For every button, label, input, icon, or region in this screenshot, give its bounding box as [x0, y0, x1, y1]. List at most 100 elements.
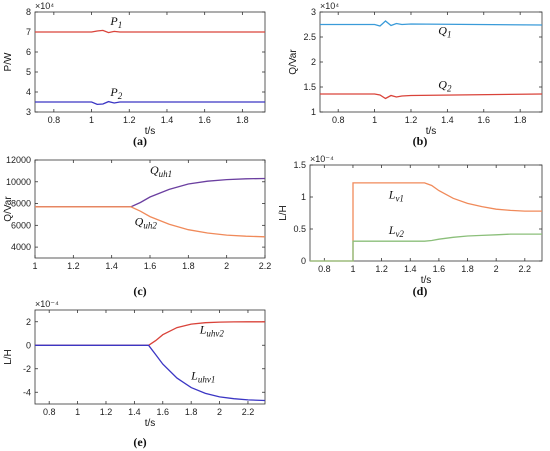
x-tick-label: 1.8 [461, 264, 474, 274]
x-tick-label: 1.2 [123, 115, 136, 125]
series-line-quh1 [35, 177, 266, 208]
series-annotation: Luhv2 [199, 323, 225, 339]
y-axis-label: L/H [278, 205, 289, 221]
y-axis-label: L/H [3, 349, 14, 365]
y-tick-label: 0.5 [293, 224, 306, 234]
series-line-q2 [320, 93, 543, 100]
x-tick-label: 1.8 [514, 115, 527, 125]
y-tick-label: 12000 [6, 155, 31, 165]
axis-multiplier: ×10⁴ [35, 1, 54, 11]
series-annotation: Lv1 [388, 187, 404, 203]
plot-frame [319, 11, 543, 113]
panel-caption: (c) [133, 284, 146, 298]
series-line-quh2 [35, 206, 266, 238]
x-tick-label: 1.6 [433, 264, 446, 274]
panel-caption: (d) [413, 284, 428, 298]
y-tick-label: 4 [26, 87, 31, 97]
panel-caption: (e) [133, 435, 146, 449]
series-annotation: Quh2 [135, 214, 158, 230]
x-tick-label: 0.8 [48, 115, 61, 125]
series-annotation: P2 [109, 85, 122, 101]
x-tick-label: 1.6 [157, 407, 170, 417]
y-tick-label: 6 [26, 47, 31, 57]
x-tick-label: 1.8 [182, 261, 195, 271]
y-axis-label: P/W [3, 52, 14, 71]
y-axis-label: Q/Var [288, 49, 299, 75]
y-tick-label: 4000 [11, 242, 31, 252]
series-annotation: Q1 [438, 24, 451, 40]
series-line-p2 [35, 100, 265, 106]
x-tick-label: 1.4 [128, 407, 141, 417]
x-axis-label: t/s [145, 418, 156, 429]
series-annotation: Lv2 [388, 223, 405, 239]
x-tick-label: 2 [224, 261, 229, 271]
series-annotation: Luhv1 [190, 368, 215, 384]
y-tick-label: 8 [26, 7, 31, 17]
x-tick-label: 1.6 [198, 115, 211, 125]
axis-multiplier: ×10⁻⁴ [35, 299, 59, 309]
chart-e: 0.8 1 1.2 1.4 1.6 1.8 2 2.2 -4 -2 0 2 ×10⁻⁴ t/s L/H (e)… [3, 299, 266, 449]
x-axis-label: t/s [426, 126, 437, 137]
x-axis-label: t/s [145, 126, 156, 137]
x-tick-label: 0.8 [318, 264, 331, 274]
series-line-lv1 [310, 182, 542, 262]
axis-multiplier: ×10⁻⁴ [310, 154, 334, 164]
axis-multiplier: ×10⁴ [320, 1, 339, 11]
chart-c: 1 1.2 1.4 1.6 1.8 2 2.2 4000 6000 8000 10000 12000 Q… [3, 155, 271, 298]
y-tick-label: 3 [26, 107, 31, 117]
chart-b: 0.8 1 1.2 1.4 1.6 1.8 1 1.5 2 2.5 3 ×10⁴ t/s Q/Var (b)… [288, 1, 543, 148]
series-line-q1 [320, 20, 543, 27]
y-tick-label: 6000 [11, 220, 31, 230]
y-tick-label: 1 [311, 107, 316, 117]
x-tick-label: 1.6 [144, 261, 157, 271]
x-tick-label: 1.8 [185, 407, 198, 417]
x-tick-label: 1 [350, 264, 355, 274]
x-tick-label: 1.2 [100, 407, 113, 417]
plot-frame [34, 11, 266, 113]
series-annotation: Quh1 [150, 163, 172, 179]
series-line-luhv1 [35, 344, 266, 402]
y-tick-label: 0 [26, 340, 31, 350]
x-tick-label: 2 [217, 407, 222, 417]
x-tick-label: 1.4 [105, 261, 118, 271]
x-tick-label: 1.2 [405, 115, 418, 125]
y-tick-label: -2 [23, 364, 31, 374]
y-tick-label: 2 [311, 57, 316, 67]
series-annotation: Q2 [438, 78, 452, 94]
y-tick-label: 10000 [6, 177, 31, 187]
y-tick-label: 8000 [11, 199, 31, 209]
y-tick-label: 3 [311, 7, 316, 17]
y-tick-label: 0 [301, 256, 306, 266]
series-annotation: P1 [109, 14, 122, 30]
x-tick-label: 1 [32, 261, 37, 271]
y-tick-label: 1.5 [303, 82, 316, 92]
y-tick-label: 5 [26, 67, 31, 77]
panel-caption: (a) [133, 134, 147, 148]
y-axis-label: Q/Var [3, 196, 14, 222]
x-tick-label: 1.4 [161, 115, 174, 125]
x-axis-label: t/s [421, 275, 432, 286]
x-tick-label: 0.8 [332, 115, 345, 125]
chart-d: 0.8 1 1.2 1.4 1.6 1.8 2 2.2 0 0.5 1 1.5 ×10⁻⁴ t/s L/H (… [278, 154, 543, 298]
x-tick-label: 2.2 [519, 264, 532, 274]
y-tick-label: 1 [301, 192, 306, 202]
y-tick-label: 2.5 [303, 32, 316, 42]
y-tick-label: -4 [23, 387, 31, 397]
series-line-p1 [35, 29, 265, 34]
panel-caption: (b) [413, 134, 428, 148]
x-tick-label: 1 [75, 407, 80, 417]
plot-frame [34, 309, 266, 405]
x-tick-label: 2.2 [259, 261, 272, 271]
x-tick-label: 1.2 [67, 261, 80, 271]
x-tick-label: 1.2 [375, 264, 388, 274]
plot-frame [309, 164, 543, 262]
x-tick-label: 2 [494, 264, 499, 274]
y-tick-label: 2 [26, 317, 31, 327]
x-tick-label: 1 [89, 115, 94, 125]
x-tick-label: 1.8 [236, 115, 249, 125]
x-tick-label: 1 [372, 115, 377, 125]
series-line-luhv2 [35, 321, 265, 346]
x-tick-label: 1.4 [441, 115, 454, 125]
x-tick-label: 1.4 [404, 264, 417, 274]
